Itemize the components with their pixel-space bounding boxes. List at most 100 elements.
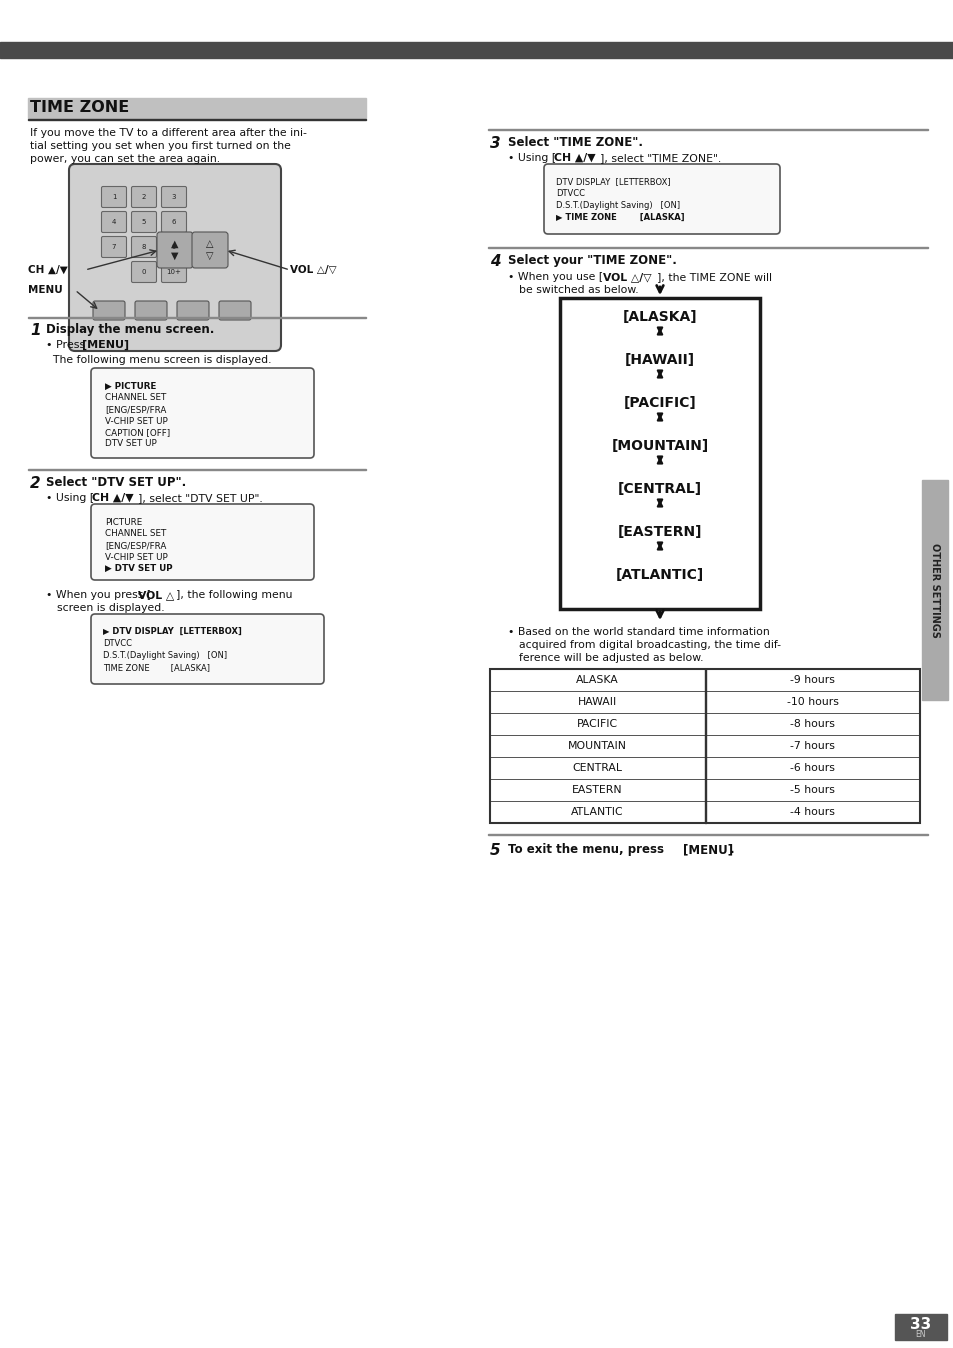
Text: ference will be adjusted as below.: ference will be adjusted as below. [518, 652, 702, 663]
Text: [EASTERN]: [EASTERN] [618, 524, 701, 539]
Text: If you move the TV to a different area after the ini-: If you move the TV to a different area a… [30, 128, 307, 137]
FancyBboxPatch shape [192, 232, 228, 268]
Text: OTHER SETTINGS: OTHER SETTINGS [929, 542, 939, 638]
Text: CH ▲/▼: CH ▲/▼ [554, 154, 595, 163]
Text: 2: 2 [30, 476, 41, 491]
Text: 4: 4 [490, 253, 500, 270]
FancyBboxPatch shape [219, 301, 251, 319]
Text: △: △ [206, 239, 213, 249]
Text: CAPTION [OFF]: CAPTION [OFF] [105, 429, 170, 437]
Text: DTV DISPLAY  [LETTERBOX]: DTV DISPLAY [LETTERBOX] [556, 177, 670, 186]
Text: MOUNTAIN: MOUNTAIN [567, 741, 626, 751]
Text: acquired from digital broadcasting, the time dif-: acquired from digital broadcasting, the … [518, 640, 781, 650]
Text: D.S.T.(Daylight Saving)   [ON]: D.S.T.(Daylight Saving) [ON] [556, 201, 679, 210]
Bar [704, 669, 706, 824]
Text: ], select "DTV SET UP".: ], select "DTV SET UP". [138, 493, 262, 503]
Text: -6 hours: -6 hours [789, 763, 834, 772]
Bar [921, 480, 947, 700]
Text: ▲: ▲ [172, 239, 178, 249]
FancyBboxPatch shape [161, 262, 186, 283]
Text: • Using [: • Using [ [507, 154, 556, 163]
Text: ▼: ▼ [172, 251, 178, 262]
Text: • Using [: • Using [ [46, 493, 94, 503]
Text: ], select "TIME ZONE".: ], select "TIME ZONE". [599, 154, 720, 163]
Text: PICTURE: PICTURE [105, 518, 142, 527]
Text: TIME ZONE        [ALASKA]: TIME ZONE [ALASKA] [103, 663, 210, 673]
Text: -4 hours: -4 hours [789, 807, 834, 817]
Text: 3: 3 [490, 136, 500, 151]
Bar [490, 713, 919, 735]
Text: • When you use [: • When you use [ [507, 272, 602, 282]
Text: ▶ DTV DISPLAY  [LETTERBOX]: ▶ DTV DISPLAY [LETTERBOX] [103, 627, 242, 636]
FancyBboxPatch shape [161, 236, 186, 257]
Text: [ATLANTIC]: [ATLANTIC] [616, 568, 703, 582]
Text: TIME ZONE: TIME ZONE [30, 100, 129, 115]
Text: 10+: 10+ [167, 270, 181, 275]
Text: 1: 1 [30, 324, 41, 338]
FancyBboxPatch shape [91, 613, 324, 683]
Text: VOL △: VOL △ [138, 590, 174, 600]
Text: ATLANTIC: ATLANTIC [571, 807, 623, 817]
Text: 33: 33 [909, 1317, 931, 1332]
Bar [490, 801, 919, 824]
Text: -7 hours: -7 hours [789, 741, 834, 751]
Text: 9: 9 [172, 244, 176, 249]
Text: Select "TIME ZONE".: Select "TIME ZONE". [507, 136, 642, 150]
Text: -10 hours: -10 hours [785, 697, 838, 706]
Text: 1: 1 [112, 194, 116, 200]
Bar [490, 758, 919, 779]
Text: -5 hours: -5 hours [789, 785, 834, 795]
FancyBboxPatch shape [132, 212, 156, 232]
Text: DTVCC: DTVCC [103, 639, 132, 648]
Text: [CENTRAL]: [CENTRAL] [618, 483, 701, 496]
Text: 4: 4 [112, 218, 116, 225]
FancyBboxPatch shape [132, 236, 156, 257]
Text: -8 hours: -8 hours [789, 718, 834, 729]
Text: PACIFIC: PACIFIC [577, 718, 618, 729]
Bar [0, 42, 953, 58]
FancyBboxPatch shape [161, 186, 186, 208]
Text: • Press: • Press [46, 340, 89, 350]
Text: VOL △/▽: VOL △/▽ [602, 272, 651, 282]
Text: [ENG/ESP/FRA: [ENG/ESP/FRA [105, 404, 166, 414]
FancyBboxPatch shape [91, 504, 314, 580]
Bar [490, 692, 919, 713]
Text: D.S.T.(Daylight Saving)   [ON]: D.S.T.(Daylight Saving) [ON] [103, 651, 227, 661]
FancyBboxPatch shape [132, 186, 156, 208]
FancyBboxPatch shape [101, 186, 127, 208]
Text: [ENG/ESP/FRA: [ENG/ESP/FRA [105, 541, 166, 550]
Text: Select "DTV SET UP".: Select "DTV SET UP". [46, 476, 186, 489]
Text: The following menu screen is displayed.: The following menu screen is displayed. [46, 355, 272, 365]
FancyBboxPatch shape [135, 301, 167, 319]
Text: ], the TIME ZONE will: ], the TIME ZONE will [657, 272, 771, 282]
Text: be switched as below.: be switched as below. [518, 284, 638, 295]
Bar [490, 669, 919, 692]
Text: [ALASKA]: [ALASKA] [622, 310, 697, 324]
Text: 6: 6 [172, 218, 176, 225]
Text: Select your "TIME ZONE".: Select your "TIME ZONE". [507, 253, 677, 267]
Text: [MENU]: [MENU] [682, 842, 732, 856]
Bar [894, 1314, 946, 1340]
Text: DTV SET UP: DTV SET UP [105, 439, 156, 449]
Text: V-CHIP SET UP: V-CHIP SET UP [105, 417, 168, 426]
Bar [490, 779, 919, 801]
Text: Display the menu screen.: Display the menu screen. [46, 324, 214, 336]
Text: [MOUNTAIN]: [MOUNTAIN] [611, 439, 708, 453]
FancyBboxPatch shape [91, 368, 314, 458]
FancyBboxPatch shape [177, 301, 209, 319]
Text: CH ▲/▼: CH ▲/▼ [28, 266, 68, 275]
Text: .: . [729, 842, 734, 856]
FancyBboxPatch shape [161, 212, 186, 232]
Text: tial setting you set when you first turned on the: tial setting you set when you first turn… [30, 142, 291, 151]
FancyBboxPatch shape [132, 262, 156, 283]
Text: [MENU]: [MENU] [82, 340, 129, 350]
Bar [28, 119, 366, 120]
Bar [490, 669, 919, 824]
Text: CHANNEL SET: CHANNEL SET [105, 530, 166, 538]
FancyBboxPatch shape [92, 301, 125, 319]
Text: [HAWAII]: [HAWAII] [624, 353, 695, 367]
Text: EN: EN [915, 1330, 925, 1340]
Text: V-CHIP SET UP: V-CHIP SET UP [105, 553, 168, 562]
Text: -9 hours: -9 hours [789, 675, 834, 685]
Text: EASTERN: EASTERN [572, 785, 622, 795]
